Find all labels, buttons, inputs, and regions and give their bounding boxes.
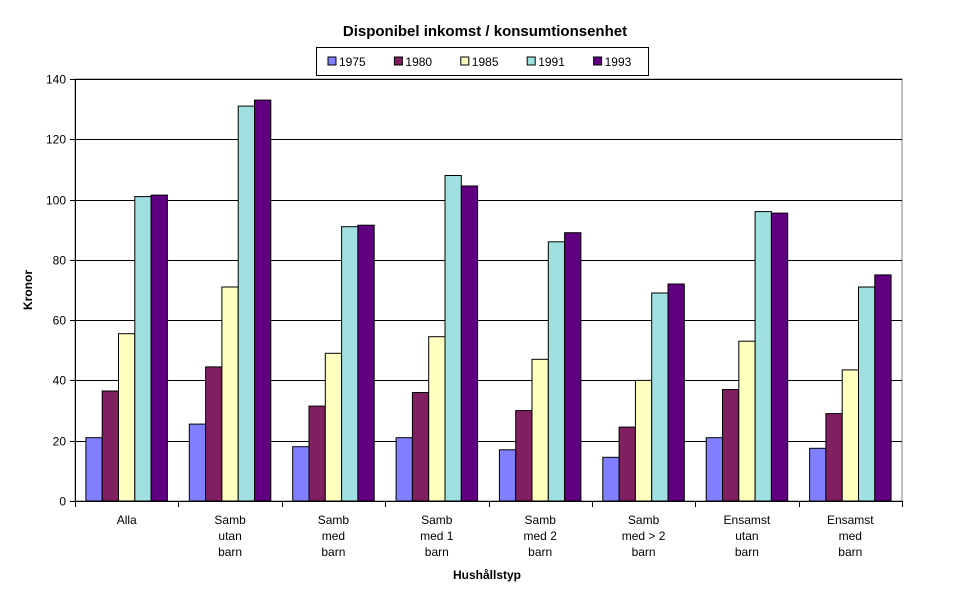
chart-title: Disponibel inkomst / konsumtionsenhet bbox=[343, 23, 627, 40]
bar-1991-cat-2 bbox=[238, 106, 254, 501]
bar-1985-cat-2 bbox=[222, 287, 238, 501]
bar-1993-cat-2 bbox=[255, 100, 271, 501]
bar-1975-cat-3 bbox=[293, 447, 309, 501]
bar-1985-cat-6 bbox=[635, 380, 651, 501]
bar-1985-cat-7 bbox=[739, 341, 755, 501]
bar-1993-cat-1 bbox=[151, 195, 167, 501]
bar-1980-cat-7 bbox=[723, 390, 739, 502]
y-tick-label: 40 bbox=[53, 374, 67, 388]
legend-label: 1985 bbox=[472, 55, 499, 69]
x-tick-label: Samb med barn bbox=[318, 513, 350, 559]
x-tick-label: Alla bbox=[117, 513, 137, 527]
bar-1985-cat-8 bbox=[842, 370, 858, 501]
bar-1993-cat-6 bbox=[668, 284, 684, 501]
bar-1991-cat-7 bbox=[755, 212, 771, 501]
bar-1985-cat-1 bbox=[119, 334, 135, 501]
legend-label: 1975 bbox=[339, 55, 366, 69]
y-tick-label: 140 bbox=[46, 73, 66, 87]
x-tick-label: Ensamst med barn bbox=[827, 513, 874, 559]
x-tick-label: Samb med 1 barn bbox=[420, 513, 454, 559]
y-tick-label: 0 bbox=[59, 495, 66, 509]
bar-1993-cat-3 bbox=[358, 225, 374, 501]
bar-1980-cat-1 bbox=[102, 391, 118, 501]
y-tick-label: 120 bbox=[46, 133, 66, 147]
bar-1993-cat-5 bbox=[565, 233, 581, 501]
bar-1980-cat-3 bbox=[309, 406, 325, 501]
y-tick-label: 20 bbox=[53, 435, 67, 449]
legend-label: 1993 bbox=[605, 55, 632, 69]
bar-1980-cat-5 bbox=[516, 411, 532, 501]
bar-1985-cat-5 bbox=[532, 359, 548, 501]
bar-1993-cat-8 bbox=[875, 275, 891, 501]
x-tick-label: Ensamst utan barn bbox=[724, 513, 771, 559]
bar-1985-cat-4 bbox=[429, 337, 445, 501]
x-tick-label: Samb med > 2 barn bbox=[622, 513, 666, 559]
legend-swatch bbox=[328, 57, 336, 65]
plot-area: 0 20 40 60 80 100 120 140 Alla Samb utan barn Samb me… bbox=[46, 73, 903, 560]
bar-1975-cat-5 bbox=[499, 450, 515, 501]
legend-swatch bbox=[527, 57, 535, 65]
bar-1975-cat-6 bbox=[603, 457, 619, 501]
legend-swatch bbox=[594, 57, 602, 65]
bar-1980-cat-2 bbox=[206, 367, 222, 501]
legend-label: 1991 bbox=[538, 55, 565, 69]
x-axis-title: Hushållstyp bbox=[453, 568, 521, 582]
x-tick-label: Samb utan barn bbox=[214, 513, 246, 559]
bar-1985-cat-3 bbox=[325, 353, 341, 501]
bar-1975-cat-7 bbox=[706, 438, 722, 501]
legend-swatch bbox=[461, 57, 469, 65]
bar-1991-cat-5 bbox=[548, 242, 564, 501]
bar-1993-cat-7 bbox=[771, 213, 787, 501]
bar-1991-cat-3 bbox=[342, 227, 358, 501]
bar-1980-cat-6 bbox=[619, 427, 635, 501]
bar-1980-cat-8 bbox=[826, 414, 842, 501]
bar-1991-cat-8 bbox=[859, 287, 875, 501]
legend: 1975 1980 1985 1991 1993 bbox=[317, 48, 649, 76]
bar-1975-cat-4 bbox=[396, 438, 412, 501]
bar-1991-cat-4 bbox=[445, 176, 461, 502]
bar-1980-cat-4 bbox=[412, 393, 428, 502]
y-tick-label: 60 bbox=[53, 314, 67, 328]
bar-1991-cat-6 bbox=[652, 293, 668, 501]
bar-1975-cat-1 bbox=[86, 438, 102, 501]
legend-label: 1980 bbox=[405, 55, 432, 69]
bar-1993-cat-4 bbox=[461, 186, 477, 501]
x-tick-label: Samb med 2 barn bbox=[524, 513, 558, 559]
bar-1991-cat-1 bbox=[135, 197, 151, 501]
y-tick-label: 80 bbox=[53, 254, 67, 268]
legend-swatch bbox=[394, 57, 402, 65]
bar-1975-cat-2 bbox=[189, 424, 205, 501]
bar-1975-cat-8 bbox=[810, 448, 826, 501]
y-tick-label: 100 bbox=[46, 194, 66, 208]
y-axis-title: Kronor bbox=[21, 270, 35, 310]
